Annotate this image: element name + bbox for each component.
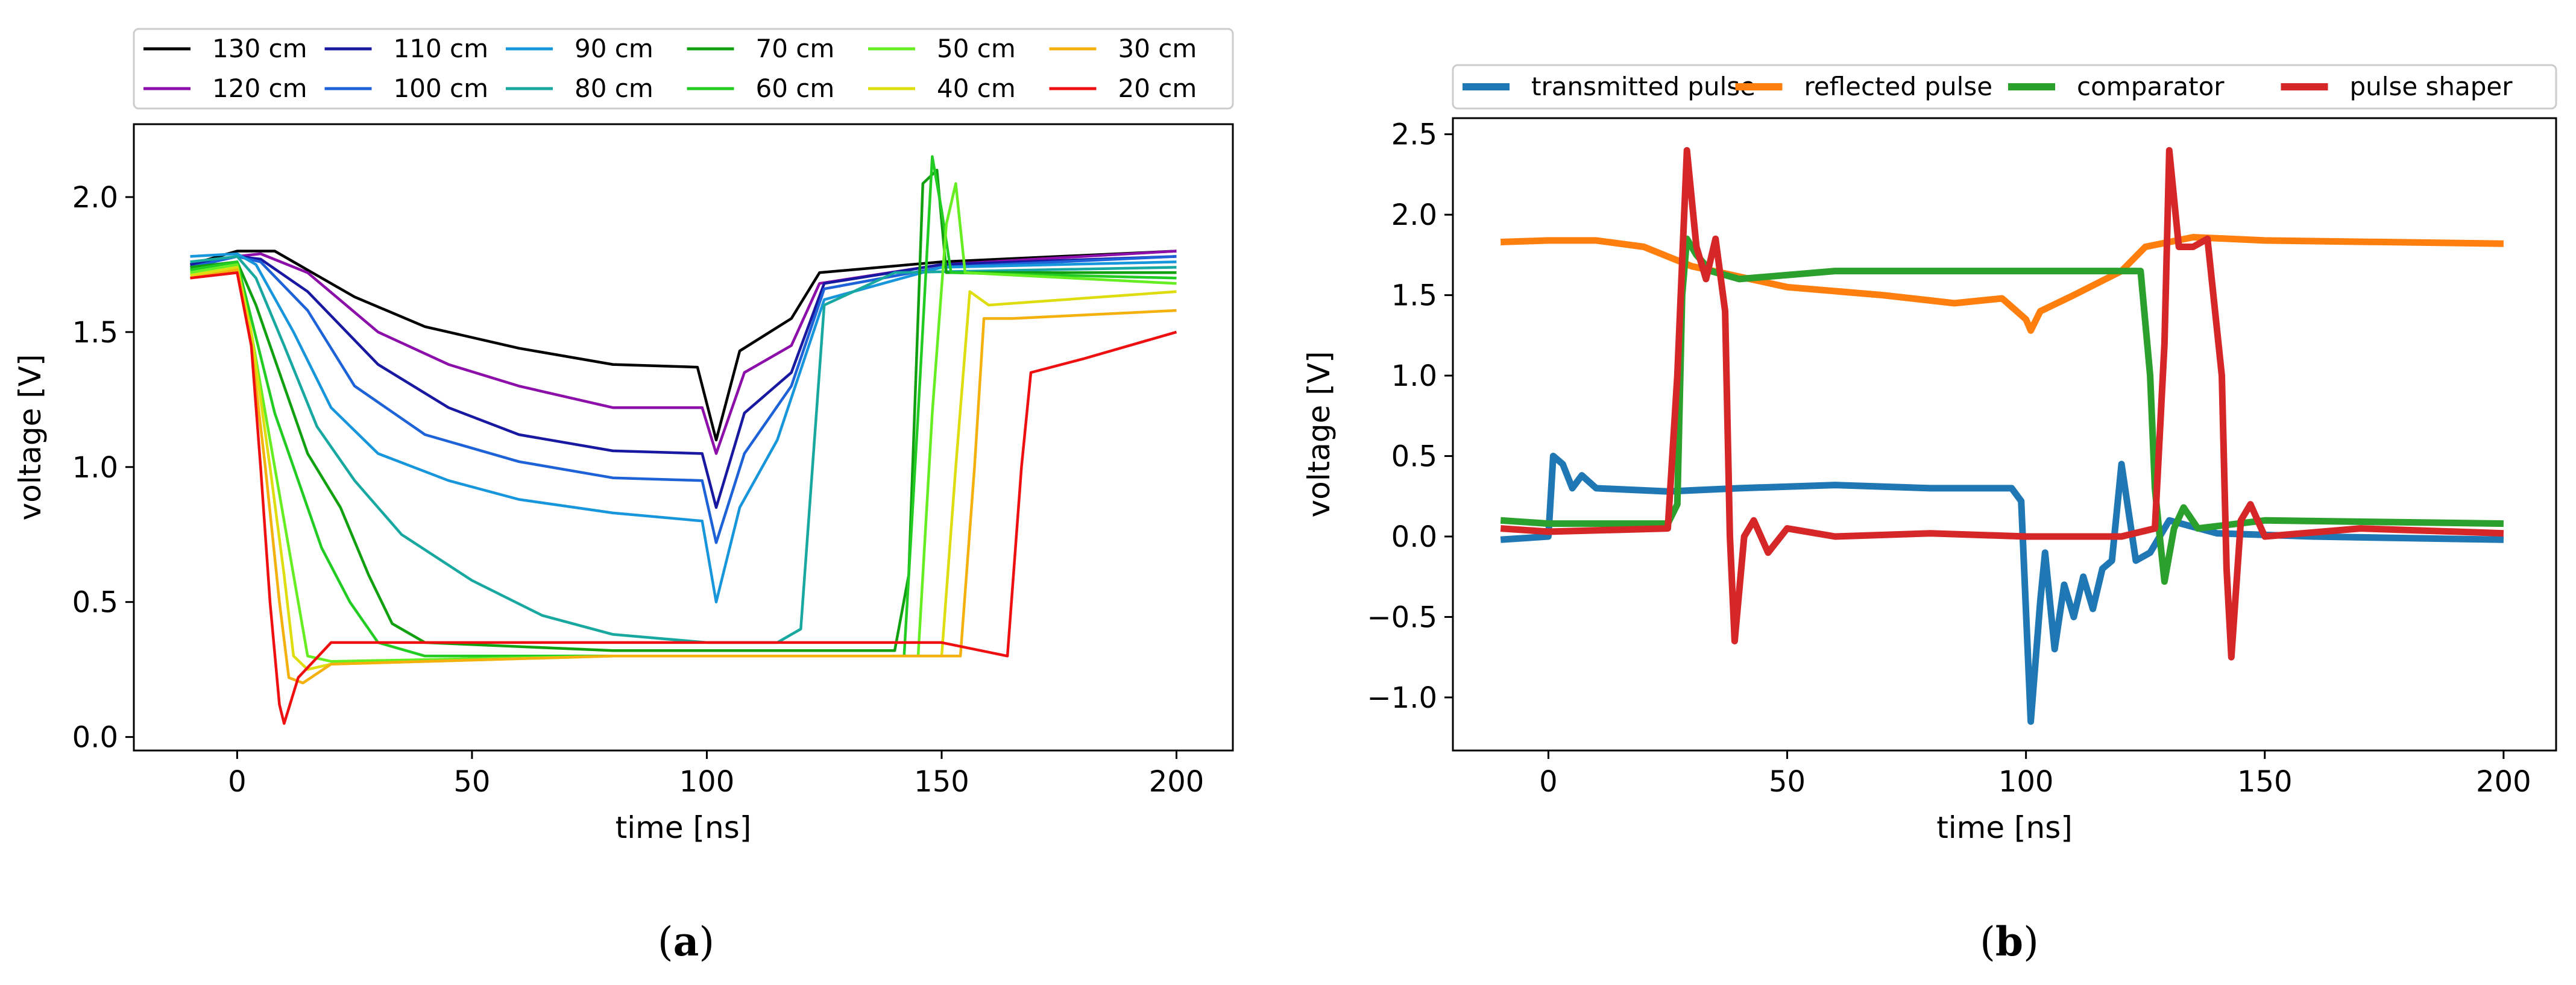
series-line-b-0	[1500, 453, 2504, 725]
legend-label-b-2: comparator	[2077, 72, 2225, 101]
y-tick-label-b-6: 2.0	[1391, 198, 1437, 232]
x-axis-label-b: time [ns]	[1936, 810, 2073, 845]
series-line-a-11	[190, 271, 1177, 725]
panel-label-b: (b)	[1980, 918, 2039, 965]
chart-panel-b: 0 50 100 150 200 −1.0 −0.5 0.0 0.5 1.0 1.5 2.0 2.5 ti…	[1302, 64, 2557, 965]
legend-label-a-11: 20 cm	[1118, 74, 1197, 103]
legend-b: transmitted pulse reflected pulse comparat…	[1452, 64, 2557, 110]
x-tick-label-b-1: 50	[1769, 765, 1806, 799]
legend-label-a-1: 120 cm	[212, 74, 307, 103]
series-lines-a	[189, 155, 1177, 725]
legend-label-a-4: 90 cm	[575, 34, 653, 63]
legend-frame-b	[1452, 64, 2557, 110]
legend-frame-a	[133, 28, 1234, 110]
series-line-a-9	[190, 266, 1177, 671]
x-tick-label-a-4: 200	[1149, 765, 1205, 799]
y-tick-label-b-3: 0.5	[1391, 440, 1437, 474]
legend-label-a-5: 80 cm	[575, 74, 653, 103]
legend-label-b-1: reflected pulse	[1804, 72, 1993, 101]
x-tick-label-a-2: 100	[679, 765, 735, 799]
panel-label-close-b: )	[2023, 919, 2039, 965]
series-lines-b	[1500, 146, 2504, 725]
series-line-a-2	[190, 255, 1177, 509]
legend-label-a-9: 40 cm	[937, 74, 1016, 103]
series-line-a-4	[190, 252, 1177, 603]
series-line-a-3	[189, 255, 1177, 544]
y-tick-label-a-4: 2.0	[72, 181, 118, 215]
panel-label-close-a: )	[699, 919, 714, 965]
y-tick-label-b-5: 1.5	[1391, 279, 1437, 313]
legend-label-a-3: 100 cm	[394, 74, 489, 103]
series-line-b-1	[1501, 234, 2504, 334]
series-line-b-3	[1500, 146, 2504, 661]
x-tick-label-b-0: 0	[1539, 765, 1558, 799]
series-line-a-0	[189, 250, 1177, 442]
x-tick-label-b-2: 100	[1998, 765, 2054, 799]
legend-label-a-2: 110 cm	[394, 34, 489, 63]
x-tick-label-b-4: 200	[2476, 765, 2531, 799]
series-line-a-1	[190, 250, 1177, 455]
plot-frame-a	[133, 123, 1234, 752]
legend-label-a-6: 70 cm	[756, 34, 835, 63]
y-tick-label-b-2: 0.0	[1391, 520, 1437, 554]
legend-label-a-0: 130 cm	[212, 34, 307, 63]
plot-frame-b	[1452, 117, 2557, 752]
y-axis-label-b: voltage [V]	[1302, 351, 1337, 518]
x-axis-label-a: time [ns]	[616, 810, 752, 845]
series-line-a-10	[190, 268, 1177, 685]
y-tick-label-a-3: 1.5	[72, 316, 118, 350]
panel-label-letter-a: a	[673, 918, 699, 965]
series-line-a-7	[190, 155, 1177, 658]
legend-a: 130 cm 120 cm 110 cm 100 cm 90 cm 80 cm 70 cm 6…	[133, 28, 1234, 110]
legend-label-a-7: 60 cm	[756, 74, 835, 103]
legend-label-a-10: 30 cm	[1118, 34, 1197, 63]
y-tick-label-b-1: −0.5	[1367, 600, 1437, 634]
panel-label-open-a: (	[658, 919, 673, 965]
panel-label-a: (a)	[658, 918, 714, 965]
y-tick-label-b-7: 2.5	[1391, 118, 1437, 152]
x-tick-label-a-1: 50	[453, 765, 490, 799]
series-line-a-5	[190, 255, 1177, 644]
y-tick-label-b-4: 1.0	[1391, 359, 1437, 393]
legend-label-a-8: 50 cm	[937, 34, 1016, 63]
x-tick-label-a-3: 150	[914, 765, 969, 799]
panel-label-open-b: (	[1980, 919, 1995, 965]
y-tick-label-b-0: −1.0	[1367, 681, 1437, 715]
x-tick-label-a-0: 0	[228, 765, 247, 799]
y-axis-label-a: voltage [V]	[13, 354, 48, 521]
panel-label-letter-b: b	[1995, 918, 2023, 965]
legend-label-b-3: pulse shaper	[2350, 72, 2513, 101]
x-tick-label-b-3: 150	[2237, 765, 2293, 799]
y-tick-label-a-1: 0.5	[72, 586, 118, 620]
legend-label-b-0: transmitted pulse	[1531, 72, 1756, 101]
chart-panel-a: 0 50 100 150 200 0.0 0.5 1.0 1.5 2.0 time [ns] volt…	[13, 28, 1234, 965]
series-line-a-8	[190, 182, 1177, 663]
y-tick-label-a-2: 1.0	[72, 451, 118, 485]
y-tick-label-a-0: 0.0	[72, 721, 118, 755]
series-line-b-2	[1500, 235, 2504, 585]
